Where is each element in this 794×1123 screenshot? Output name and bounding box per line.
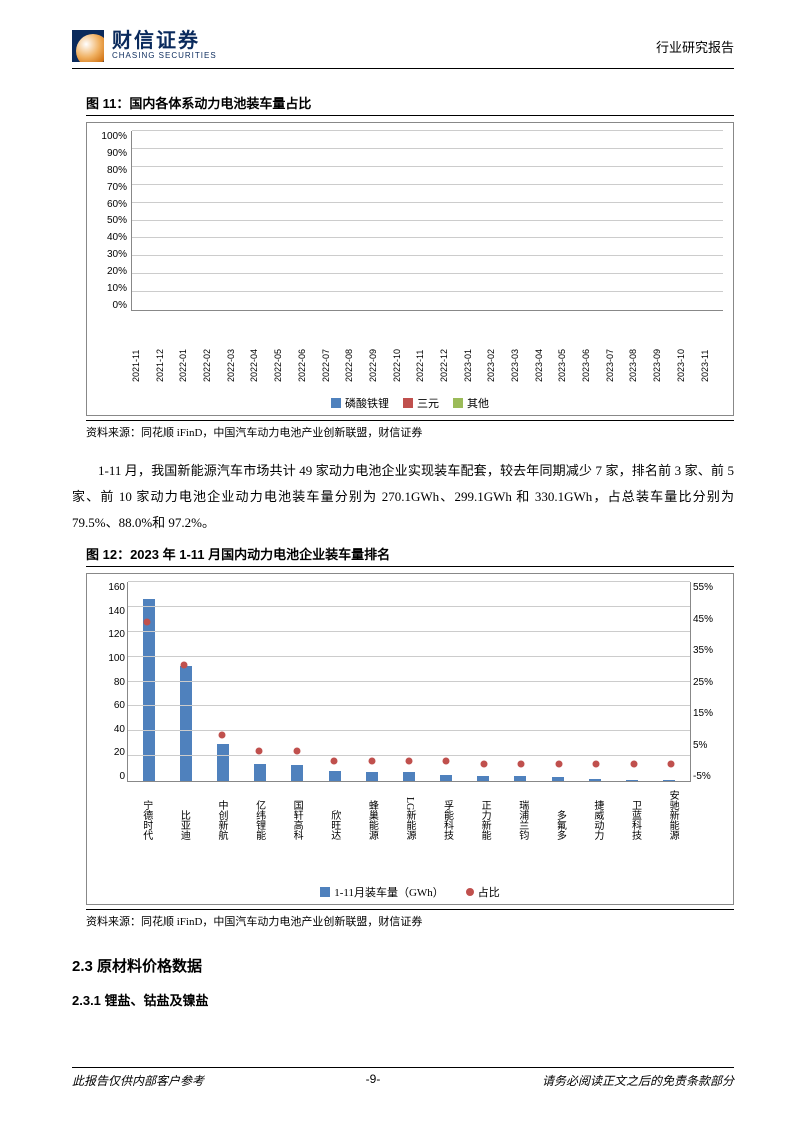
dot-亿纬锂能	[256, 748, 263, 755]
chart-11-xaxis: 2021-112021-122022-012022-022022-032022-…	[131, 341, 723, 391]
bar-欣旺达	[329, 771, 341, 781]
chart-11-yaxis: 100%90%80%70%60%50%40%30%20%10%0%	[97, 131, 131, 311]
chart-12-legend: 1-11月装车量（GWh） 占比	[97, 884, 723, 900]
bar-安驰新能源	[663, 780, 675, 781]
logo-name-en: CHASING SECURITIES	[112, 52, 217, 60]
page-footer: 此报告仅供内部客户参考 -9- 请务必阅读正文之后的免责条款部分	[72, 1067, 734, 1089]
bar-卫蓝科技	[626, 780, 638, 781]
chart-11-plot	[131, 131, 723, 311]
footer-left: 此报告仅供内部客户参考	[72, 1072, 204, 1089]
bar-比亚迪	[180, 666, 192, 781]
dot-国轩高科	[293, 748, 300, 755]
dot-正力新能	[480, 761, 487, 768]
dot-LG新能源	[406, 758, 413, 765]
bar-国轩高科	[291, 765, 303, 781]
chart-12-yaxis-left: 160140120100806040200	[97, 582, 125, 782]
figure-12-chart: 160140120100806040200 55%45%35%25%15%5%-…	[86, 573, 734, 905]
figure-11-chart: 100%90%80%70%60%50%40%30%20%10%0% 2021-1…	[86, 122, 734, 416]
dot-中创新航	[218, 731, 225, 738]
dot-安驰新能源	[668, 761, 675, 768]
bar-捷威动力	[589, 779, 601, 782]
section-2-3-heading: 2.3 原材料价格数据	[72, 955, 734, 976]
report-type: 行业研究报告	[656, 37, 734, 56]
dot-蜂巢能源	[368, 758, 375, 765]
figure-11-source: 资料来源：同花顺 iFinD，中国汽车动力电池产业创新联盟，财信证券	[86, 420, 734, 440]
chart-11-legend: 磷酸铁锂 三元 其他	[97, 395, 723, 411]
page-number: -9-	[366, 1072, 381, 1089]
bar-宁德时代	[143, 599, 155, 782]
bar-孚能科技	[440, 775, 452, 781]
dot-比亚迪	[181, 661, 188, 668]
dot-宁德时代	[143, 618, 150, 625]
figure-11-title: 图 11：国内各体系动力电池装车量占比	[86, 93, 734, 116]
figure-12-title: 图 12：2023 年 1-11 月国内动力电池企业装车量排名	[86, 544, 734, 567]
dot-多氟多	[555, 761, 562, 768]
chart-12-yaxis-right: 55%45%35%25%15%5%-5%	[693, 582, 723, 782]
logo: 财信证券 CHASING SECURITIES	[72, 30, 217, 62]
footer-rule	[72, 1067, 734, 1068]
logo-name-cn: 财信证券	[112, 31, 217, 52]
chart-12-xaxis: 宁德时代比亚迪中创新航亿纬锂能国轩高科欣旺达蜂巢能源LG新能源孚能科技正力新能瑞…	[127, 784, 691, 840]
figure-12-source: 资料来源：同花顺 iFinD，中国汽车动力电池产业创新联盟，财信证券	[86, 909, 734, 929]
bar-瑞浦兰钧	[514, 776, 526, 781]
dot-欣旺达	[331, 758, 338, 765]
header-rule	[72, 68, 734, 69]
section-2-3-1-heading: 2.3.1 锂盐、钴盐及镍盐	[72, 990, 734, 1009]
bar-LG新能源	[403, 772, 415, 781]
bar-亿纬锂能	[254, 764, 266, 782]
logo-icon	[72, 30, 104, 62]
dot-孚能科技	[443, 758, 450, 765]
dot-卫蓝科技	[630, 761, 637, 768]
bar-多氟多	[552, 777, 564, 781]
dot-瑞浦兰钧	[518, 761, 525, 768]
chart-12-plot	[127, 582, 691, 782]
body-paragraph: 1-11 月，我国新能源汽车市场共计 49 家动力电池企业实现装车配套，较去年同…	[72, 458, 734, 536]
bar-中创新航	[217, 744, 229, 782]
bar-正力新能	[477, 776, 489, 781]
dot-捷威动力	[593, 761, 600, 768]
page-header: 财信证券 CHASING SECURITIES 行业研究报告	[72, 30, 734, 62]
bar-蜂巢能源	[366, 772, 378, 781]
footer-right: 请务必阅读正文之后的免责条款部分	[542, 1072, 734, 1089]
